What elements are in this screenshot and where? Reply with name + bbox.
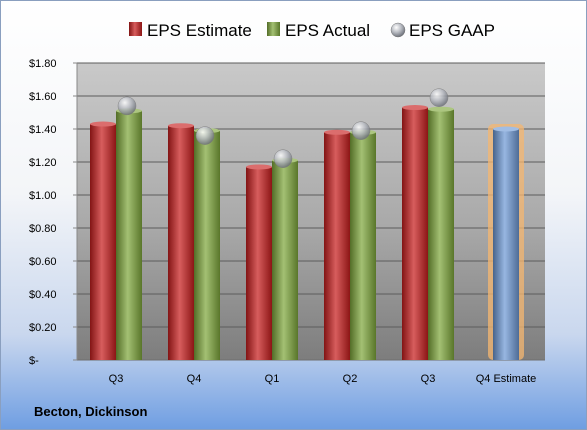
y-tick-label: $0.80	[29, 223, 57, 235]
bar	[194, 130, 220, 360]
legend-label: EPS Estimate	[147, 21, 252, 40]
gaap-marker	[117, 96, 137, 116]
legend-swatch	[267, 22, 280, 36]
bar-cap	[90, 121, 116, 127]
gaap-marker	[195, 126, 215, 145]
x-tick-label: Q4 Estimate	[476, 373, 537, 385]
legend-label: EPS GAAP	[409, 21, 495, 40]
legend-label: EPS Actual	[285, 21, 370, 40]
plot-area	[77, 63, 545, 360]
bar-cap	[324, 129, 350, 135]
bar-cap	[402, 105, 428, 111]
y-tick-label: $0.60	[29, 256, 57, 268]
legend-marker-gaap	[390, 22, 406, 38]
bar	[493, 129, 519, 360]
bar-cap	[246, 164, 272, 170]
x-tick-label: Q2	[343, 373, 358, 385]
bar	[428, 109, 454, 360]
bar	[402, 107, 428, 360]
x-tick-label: Q1	[265, 373, 280, 385]
y-tick-label: $1.40	[29, 124, 57, 136]
bar	[90, 124, 116, 360]
gaap-marker	[351, 121, 371, 140]
legend-swatch	[129, 22, 142, 36]
y-tick-label: $1.00	[29, 190, 57, 202]
x-tick-label: Q4	[187, 373, 202, 385]
bar	[246, 166, 272, 360]
y-tick-label: $0.20	[29, 322, 57, 334]
bar	[168, 125, 194, 360]
bar-cap	[428, 106, 454, 112]
y-tick-label: $1.80	[29, 58, 57, 70]
bar	[116, 110, 142, 360]
y-tick-label: $1.20	[29, 157, 57, 169]
bar	[272, 160, 298, 360]
y-tick-label: $-	[29, 355, 39, 367]
gaap-marker	[273, 149, 293, 168]
bar	[324, 132, 350, 360]
y-tick-label: $1.60	[29, 91, 57, 103]
bar	[350, 132, 376, 360]
y-tick-label: $0.40	[29, 289, 57, 301]
x-tick-label: Q3	[109, 373, 124, 385]
bar-cap	[168, 123, 194, 129]
x-tick-label: Q3	[421, 373, 436, 385]
bar-cap	[493, 126, 519, 132]
company-label: Becton, Dickinson	[34, 404, 148, 419]
gaap-marker	[429, 88, 449, 107]
